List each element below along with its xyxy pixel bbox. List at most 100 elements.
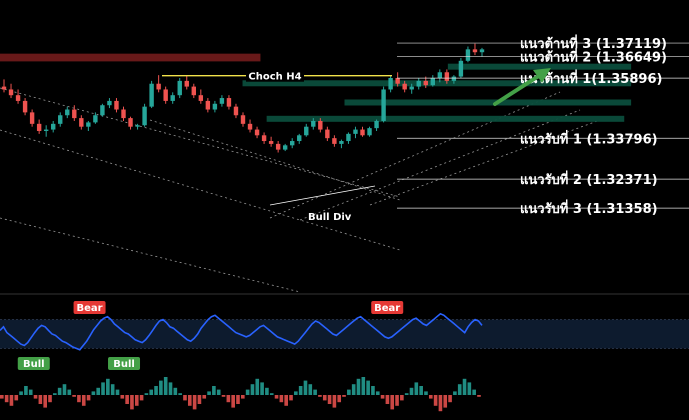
candle-body	[430, 78, 435, 86]
bull-label: Bull	[113, 359, 135, 370]
histogram-bar	[4, 395, 9, 403]
histogram-bar	[226, 395, 231, 403]
candle-body	[149, 83, 154, 107]
histogram-bar	[428, 395, 433, 399]
histogram-bar	[308, 384, 313, 395]
candle-body	[332, 138, 337, 144]
histogram-bar	[110, 384, 115, 395]
histogram-bar	[24, 386, 28, 395]
candle-body	[135, 125, 140, 127]
candle-body	[65, 109, 70, 116]
candle-body	[254, 129, 260, 136]
candle-body	[156, 83, 161, 90]
histogram-bar	[81, 395, 86, 406]
histogram-bar	[101, 382, 105, 395]
histogram-bar	[91, 391, 96, 395]
histogram-bar	[212, 386, 216, 395]
demand-zone	[344, 99, 632, 106]
level-label: แนวต้านที่ 3 (1.37119)	[520, 34, 667, 52]
histogram-bar	[255, 378, 260, 395]
candle-body	[402, 83, 407, 90]
candle-body	[325, 129, 330, 139]
histogram-bar	[96, 387, 101, 395]
histogram-bar	[400, 395, 404, 401]
candle-body	[22, 100, 28, 113]
histogram-bar	[298, 386, 303, 395]
histogram-bar	[448, 395, 452, 403]
channel-line	[149, 119, 401, 201]
candle-body	[261, 135, 267, 142]
histogram-bar	[477, 395, 481, 397]
arrow-head	[533, 68, 551, 83]
candle-body	[458, 60, 464, 77]
choch-label-bg	[246, 68, 304, 82]
histogram-bar	[149, 389, 154, 395]
histogram-bar	[472, 389, 476, 395]
histogram-bar	[457, 384, 462, 395]
histogram-bar	[168, 382, 173, 395]
histogram-bar	[375, 391, 380, 395]
histogram-bar	[380, 395, 385, 399]
candle-body	[1, 86, 7, 90]
histogram-bar	[115, 389, 120, 395]
candle-body	[191, 86, 196, 96]
candle-body	[381, 89, 386, 121]
candle-body	[297, 135, 302, 142]
candle-body	[205, 100, 211, 110]
candle-body	[128, 118, 133, 127]
candle-body	[444, 72, 450, 81]
candle-body	[416, 80, 421, 87]
candle-body	[346, 133, 351, 142]
candle-body	[219, 98, 225, 104]
histogram-bar	[231, 395, 235, 408]
histogram-bar	[130, 395, 134, 410]
level-label: แนวรับที่ 3 (1.31358)	[520, 199, 658, 217]
histogram-bar	[351, 384, 356, 395]
candle-body	[395, 78, 400, 84]
histogram-bar	[0, 395, 4, 399]
rsi-band	[0, 319, 689, 349]
histogram-bar	[134, 395, 139, 406]
histogram-bar	[163, 377, 168, 395]
histogram-bar	[57, 387, 62, 395]
candle-body	[72, 109, 77, 119]
candle-body	[247, 123, 253, 130]
histogram-bar	[419, 386, 423, 395]
histogram-bar	[202, 395, 207, 399]
histogram-bar	[433, 395, 438, 406]
candle-body	[58, 115, 63, 124]
candle-body	[29, 112, 35, 124]
histogram-bar	[72, 395, 76, 397]
candle-body	[282, 145, 288, 150]
candle-body	[353, 129, 358, 134]
candle-body	[388, 78, 393, 90]
bear-label: Bear	[77, 303, 103, 314]
candle-body	[142, 106, 147, 126]
candle-body	[198, 95, 204, 101]
histogram-bar	[28, 389, 33, 395]
candle-body	[311, 120, 316, 127]
candle-body	[423, 80, 428, 86]
candle-body	[479, 49, 485, 53]
candle-body	[114, 100, 119, 110]
candle-body	[107, 100, 112, 106]
histogram-bar	[14, 395, 19, 401]
histogram-bar	[120, 395, 125, 399]
histogram-bar	[192, 395, 197, 410]
histogram-bar	[269, 393, 274, 395]
bear-label-bg	[371, 301, 404, 314]
bull-label: Bull	[23, 359, 45, 370]
histogram-bar	[260, 382, 264, 395]
level-label: แนวต้านที่ 2 (1.36649)	[520, 48, 667, 66]
histogram-bar	[294, 391, 298, 395]
candle-body	[465, 49, 471, 61]
candle-body	[79, 118, 84, 127]
channel-line	[299, 109, 581, 221]
histogram-bar	[9, 395, 14, 406]
candle-body	[367, 128, 372, 136]
candle-body	[43, 129, 49, 131]
histogram-bar	[43, 395, 47, 408]
histogram-bar	[154, 386, 158, 395]
